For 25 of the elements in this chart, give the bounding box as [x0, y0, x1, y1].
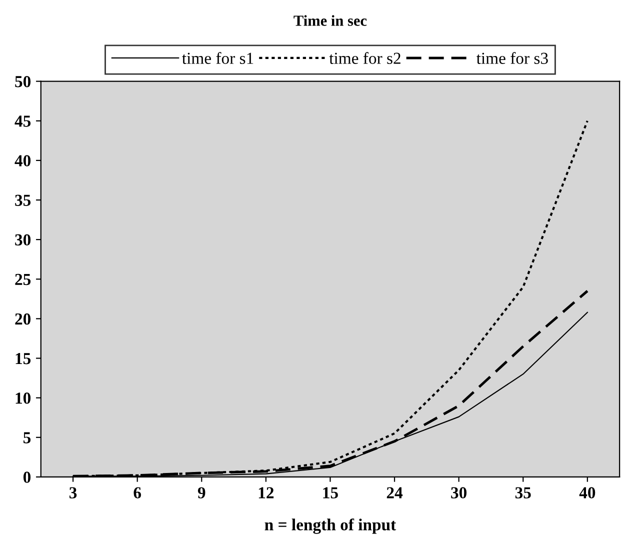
y-tick-label: 40 [14, 155, 31, 166]
chart-title: Time in sec [294, 15, 367, 26]
x-tick-label: 30 [451, 487, 467, 498]
y-tick-label: 35 [15, 194, 31, 206]
x-axis-title: n = length of input [264, 518, 396, 534]
y-tick-label: 15 [16, 353, 31, 364]
y-tick-label: 10 [16, 392, 31, 404]
x-tick-label: 6 [134, 487, 142, 498]
y-tick-label: 25 [15, 274, 31, 286]
legend-label: time for s1 [182, 52, 254, 64]
x-tick-label: 3 [69, 487, 77, 498]
x-tick-label: 15 [323, 487, 338, 498]
x-tick-label: 35 [515, 487, 531, 498]
legend-label: time for s3 [476, 52, 548, 64]
y-tick-label: 20 [15, 313, 31, 325]
legend-label: time for s2 [329, 52, 400, 64]
y-tick-label: 45 [14, 116, 31, 127]
y-tick-label: 5 [23, 432, 31, 444]
x-tick-label: 24 [386, 487, 403, 498]
y-tick-label: 0 [23, 472, 31, 483]
x-tick-label: 40 [579, 487, 596, 498]
x-tick-label: 9 [198, 487, 206, 498]
x-tick-label: 12 [258, 487, 274, 498]
y-tick-label: 30 [15, 234, 31, 246]
y-tick-label: 50 [15, 76, 31, 88]
